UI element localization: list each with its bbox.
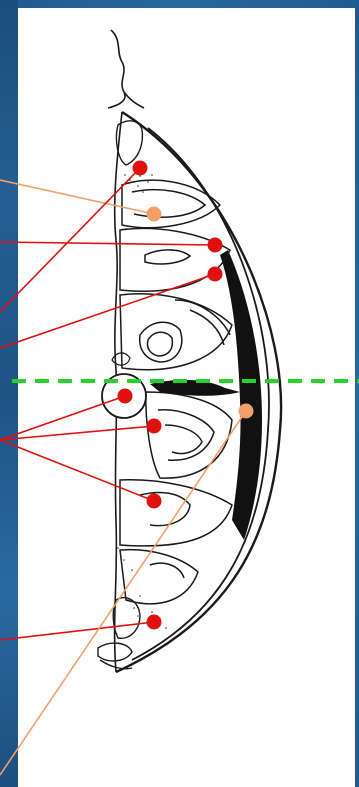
bottom-chambers [97,597,141,670]
pointer-line-6 [0,425,155,441]
marker-dot-4 [207,266,223,282]
canal-top-notch [111,352,131,366]
marker-dot-9 [238,403,254,419]
marker-dot-7 [146,493,162,509]
pointer-line-1 [0,179,155,215]
marker-dot-3 [132,160,148,176]
upper-lobes [119,179,233,371]
inner-shell [131,127,270,661]
pointer-line-9 [0,410,247,776]
pointer-line-5 [0,395,126,441]
marker-dot-5 [117,388,133,404]
pointer-line-3 [0,167,141,313]
right-frame-band [355,0,359,787]
pointer-line-7 [0,439,155,502]
marker-dot-6 [146,418,162,434]
pointer-lines [0,167,247,776]
marker-dot-8 [146,614,162,630]
dark-band [220,250,262,540]
top-frame-band [0,0,359,8]
pointer-line-2 [0,241,216,246]
marker-dot-1 [146,206,162,222]
marker-dots [117,160,254,630]
pointer-line-4 [0,273,216,349]
pointer-line-8 [0,621,155,641]
left-frame-strip [0,0,18,787]
central-dark-wedge [150,379,240,396]
top-wavy-strand [107,29,145,109]
marker-dot-2 [207,237,223,253]
top-chamber [115,120,144,166]
